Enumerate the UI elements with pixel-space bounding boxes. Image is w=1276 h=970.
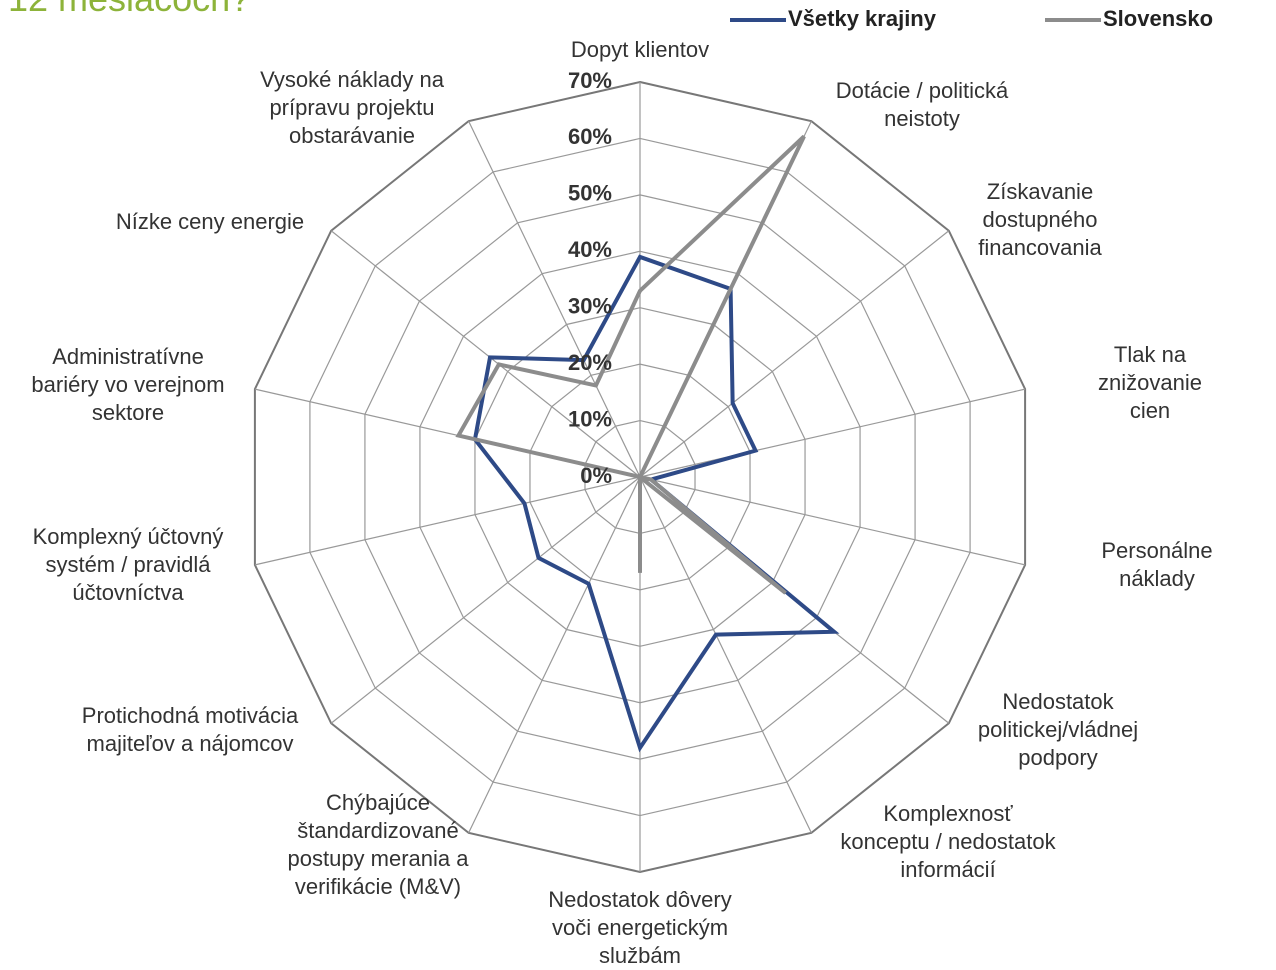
spoke <box>254 476 641 566</box>
chart-title: 12 mesiacoch? <box>8 0 250 20</box>
category-label: Komplexnosť konceptu / nedostatok inform… <box>840 801 1056 882</box>
category-label: Administratívne bariéry vo verejnom sekt… <box>31 344 225 425</box>
spoke <box>330 230 641 478</box>
tick-label: 40% <box>568 237 612 262</box>
category-label: Tlak na znižovanie cien <box>1098 342 1202 423</box>
spoke <box>468 476 641 834</box>
category-label: Chýbajúce štandardizované postupy merani… <box>287 790 469 899</box>
category-label: Dopyt klientov <box>570 37 710 62</box>
spoke <box>639 388 1026 478</box>
legend-label: Slovensko <box>1103 6 1213 31</box>
tick-label: 20% <box>568 350 612 375</box>
spoke <box>639 230 950 478</box>
tick-label: 60% <box>568 124 612 149</box>
tick-label: 70% <box>568 68 612 93</box>
spoke <box>639 476 1026 566</box>
spoke <box>468 120 641 478</box>
category-label: Dotácie / politická neistoty <box>835 78 1009 131</box>
tick-label: 50% <box>568 181 612 206</box>
tick-label: 30% <box>568 294 612 319</box>
category-label: Nedostatok politickej/vládnej podpory <box>977 689 1139 770</box>
category-label: Protichodná motivácia majiteľov a nájomc… <box>81 703 299 756</box>
category-label: Vysoké náklady na prípravu projektu obst… <box>260 67 444 148</box>
spoke <box>639 476 812 834</box>
category-label: Personálne náklady <box>1101 538 1213 591</box>
tick-label: 0% <box>580 463 612 488</box>
series-line <box>455 134 806 595</box>
spoke <box>330 476 641 724</box>
category-label: Nedostatok dôvery voči energetickým služ… <box>548 887 732 968</box>
series-line <box>472 254 840 753</box>
legend-label: Všetky krajiny <box>788 6 937 31</box>
category-label: Komplexný účtovný systém / pravidlá účto… <box>32 524 224 605</box>
tick-label: 10% <box>568 406 612 431</box>
category-label: Nízke ceny energie <box>115 209 305 234</box>
category-label: Získavanie dostupného financovania <box>978 179 1102 260</box>
